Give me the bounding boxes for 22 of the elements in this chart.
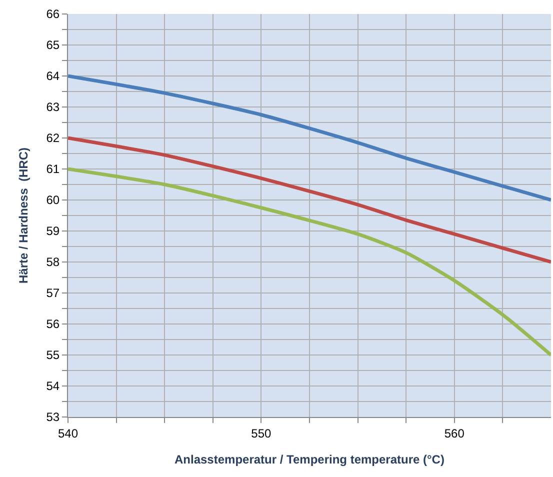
y-tick-label: 61 bbox=[46, 162, 60, 176]
y-tick-label: 60 bbox=[46, 193, 60, 208]
line-series bbox=[68, 74, 551, 202]
y-tick-label: 65 bbox=[46, 38, 60, 52]
y-tick-label: 63 bbox=[46, 100, 60, 114]
y-tick-label: 58 bbox=[46, 255, 60, 270]
x-tick-label: 550 bbox=[251, 426, 272, 440]
x-tick-label: 540 bbox=[58, 426, 78, 440]
y-tick-label: 53 bbox=[46, 410, 60, 424]
y-tick-label: 66 bbox=[46, 7, 60, 22]
y-axis-title: Härte / Hardness (HRC) bbox=[16, 147, 31, 284]
line-series bbox=[68, 136, 551, 264]
x-tick-label: 560 bbox=[444, 426, 465, 440]
y-tick-label: 59 bbox=[46, 224, 60, 238]
y-tick-label: 56 bbox=[46, 317, 60, 332]
y-tick-label: 57 bbox=[46, 286, 60, 300]
line-series bbox=[68, 167, 551, 357]
y-tick-label: 62 bbox=[46, 131, 60, 146]
y-tick-label: 64 bbox=[46, 69, 60, 84]
y-tick-label: 54 bbox=[46, 379, 60, 394]
y-tick-label: 55 bbox=[46, 348, 60, 362]
x-axis-title: Anlasstemperatur / Tempering temperature (°C) bbox=[174, 452, 444, 466]
